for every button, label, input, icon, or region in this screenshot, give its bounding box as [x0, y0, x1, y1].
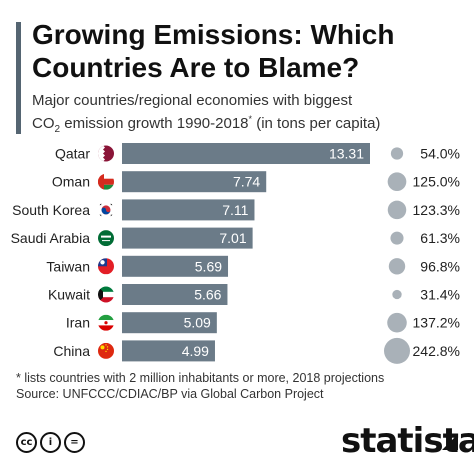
category-label-taiwan: Taiwan — [46, 258, 90, 274]
value-label-oman: 7.74 — [233, 174, 260, 190]
growth-bubble-iran — [387, 312, 407, 333]
growth-label-taiwan: 96.8% — [420, 258, 460, 274]
bar-south-korea — [122, 199, 255, 221]
growth-bubble-taiwan — [388, 258, 406, 275]
bar-saudi-arabia — [122, 227, 253, 249]
value-label-qatar: 13.31 — [329, 146, 364, 162]
growth-label-china: 242.8% — [413, 343, 460, 359]
no-derivatives-icon[interactable]: = — [64, 432, 85, 453]
bar-chart: Qatar 13.31 54.0% Oman 7.74 125.0% South Korea… — [11, 143, 460, 364]
chart-subtitle: Major countries/regional economies with … — [32, 92, 462, 139]
category-label-kuwait: Kuwait — [48, 287, 90, 303]
category-label-china: China — [53, 343, 90, 359]
license-icons: cc i = — [16, 432, 85, 453]
bar-oman — [122, 171, 267, 193]
bar-kuwait — [122, 284, 228, 305]
attribution-icon[interactable]: i — [40, 432, 61, 453]
oman-flag-icon — [98, 173, 114, 190]
creative-commons-icon[interactable]: cc — [16, 432, 37, 453]
subtitle-co: CO — [32, 115, 55, 132]
bar-qatar — [122, 143, 370, 164]
bar-china — [122, 340, 215, 362]
category-label-iran: Iran — [66, 315, 90, 331]
value-label-south-korea: 7.11 — [222, 202, 248, 218]
category-label-qatar: Qatar — [55, 146, 90, 162]
kuwait-flag-icon — [98, 286, 114, 303]
value-label-china: 4.99 — [182, 343, 209, 359]
qatar-flag-icon — [98, 145, 114, 162]
subtitle-subscript: 2 — [54, 124, 61, 135]
source-note: Source: UNFCCC/CDIAC/BP via Global Carbo… — [16, 387, 324, 401]
chart-title: Growing Emissions: Which Countries Are t… — [32, 19, 395, 83]
growth-bubble-qatar — [390, 147, 404, 160]
growth-bubble-china — [384, 337, 410, 364]
growth-label-qatar: 54.0% — [420, 146, 460, 162]
category-label-oman: Oman — [52, 174, 90, 190]
growth-bubble-kuwait — [392, 289, 402, 300]
growth-bubble-saudi-arabia — [390, 231, 404, 245]
subtitle-text-2: emission growth 1990-2018 — [60, 115, 249, 132]
growth-bubble-oman — [387, 172, 407, 192]
taiwan-flag-icon — [98, 258, 114, 275]
subtitle-text-1: Major countries/regional economies with … — [32, 92, 353, 109]
footnote: * lists countries with 2 million inhabit… — [16, 371, 385, 385]
saudi-arabia-flag-icon — [98, 230, 114, 247]
category-label-south-korea: South Korea — [12, 202, 90, 218]
south-korea-flag-icon — [98, 201, 114, 218]
bar-iran — [122, 312, 217, 334]
growth-bubble-south-korea — [387, 200, 407, 220]
value-label-taiwan: 5.69 — [195, 258, 222, 274]
china-flag-icon — [98, 342, 114, 359]
value-label-iran: 5.09 — [184, 315, 211, 331]
bar-taiwan — [122, 255, 229, 277]
subtitle-asterisk: * — [248, 114, 253, 124]
growth-label-kuwait: 31.4% — [420, 287, 460, 303]
growth-label-oman: 125.0% — [413, 174, 460, 190]
growth-label-south-korea: 123.3% — [413, 202, 460, 218]
value-label-saudi-arabia: 7.01 — [219, 230, 246, 246]
title-accent-bar — [16, 22, 21, 134]
growth-label-saudi-arabia: 61.3% — [420, 230, 460, 246]
subtitle-text-3: (in tons per capita) — [252, 115, 381, 132]
statista-mark-icon — [442, 434, 458, 450]
iran-flag-icon — [98, 314, 114, 331]
category-label-saudi-arabia: Saudi Arabia — [11, 230, 91, 246]
growth-label-iran: 137.2% — [413, 315, 460, 331]
value-label-kuwait: 5.66 — [194, 287, 221, 303]
